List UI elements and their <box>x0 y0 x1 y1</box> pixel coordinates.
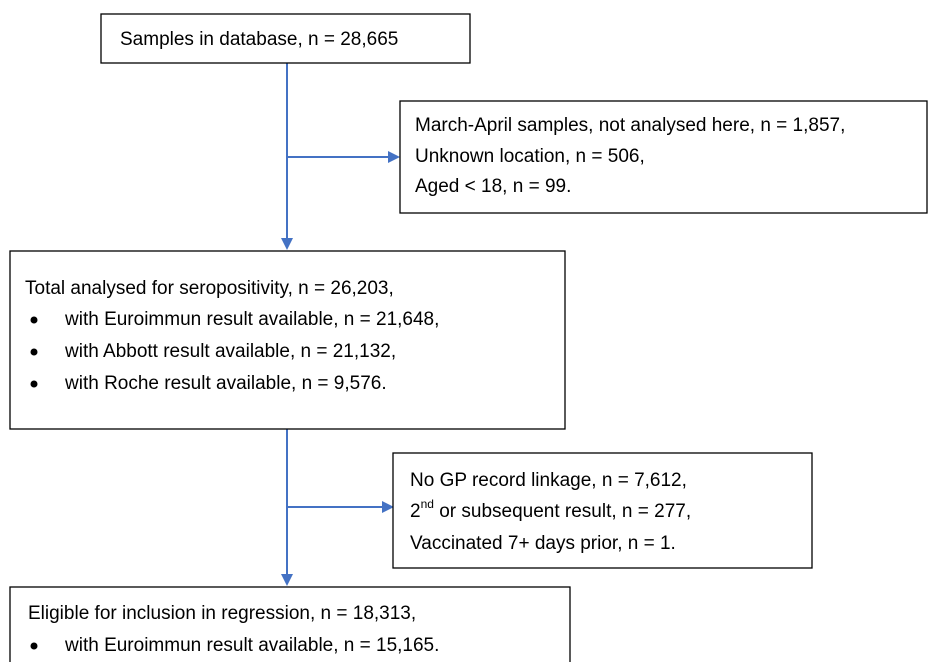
text-part: or subsequent result, n = 277, <box>434 501 691 522</box>
node-text: with Euroimmun result available, n = 21,… <box>64 309 439 330</box>
arrowhead <box>382 501 394 513</box>
arrowhead <box>281 238 293 250</box>
node-text: Vaccinated 7+ days prior, n = 1. <box>410 533 676 554</box>
bullet <box>30 348 38 356</box>
node-box <box>399 100 928 214</box>
connectors <box>281 63 400 586</box>
node-text: Samples in database, n = 28,665 <box>120 29 398 50</box>
node-box <box>392 452 813 569</box>
node-text: Unknown location, n = 506, <box>415 146 645 167</box>
bullet <box>30 642 38 650</box>
node-text: Aged < 18, n = 99. <box>415 176 571 197</box>
node-box <box>9 586 571 662</box>
node-text: Total analysed for seropositivity, n = 2… <box>25 278 394 299</box>
node-text: Eligible for inclusion in regression, n … <box>28 603 416 624</box>
bullet <box>30 316 38 324</box>
node-text: with Roche result available, n = 9,576. <box>64 373 387 394</box>
node-box <box>100 13 471 64</box>
text-part: 2 <box>410 501 421 522</box>
arrowhead <box>388 151 400 163</box>
node-text: March-April samples, not analysed here, … <box>415 115 845 136</box>
bullet <box>30 380 38 388</box>
node-text: with Euroimmun result available, n = 15,… <box>64 635 439 656</box>
superscript: nd <box>421 497 434 511</box>
node-text: with Abbott result available, n = 21,132… <box>64 341 396 362</box>
arrowhead <box>281 574 293 586</box>
node-text: 2nd or subsequent result, n = 277, <box>410 497 691 522</box>
node-text: No GP record linkage, n = 7,612, <box>410 470 687 491</box>
node-box <box>9 250 566 430</box>
